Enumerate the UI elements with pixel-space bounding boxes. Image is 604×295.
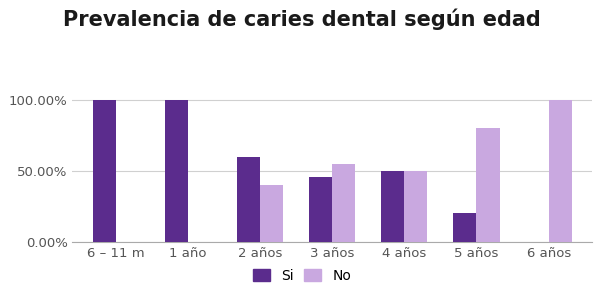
Bar	[260, 185, 283, 242]
Bar	[237, 157, 260, 242]
Legend: Si, No: Si, No	[248, 263, 356, 288]
Bar	[477, 128, 500, 242]
Text: Prevalencia de caries dental según edad: Prevalencia de caries dental según edad	[63, 9, 541, 30]
Bar	[454, 214, 477, 242]
Bar	[548, 100, 572, 242]
Bar	[381, 171, 404, 242]
Bar	[404, 171, 428, 242]
Bar	[309, 177, 332, 242]
Bar	[332, 164, 355, 242]
Bar	[92, 100, 116, 242]
Bar	[165, 100, 188, 242]
